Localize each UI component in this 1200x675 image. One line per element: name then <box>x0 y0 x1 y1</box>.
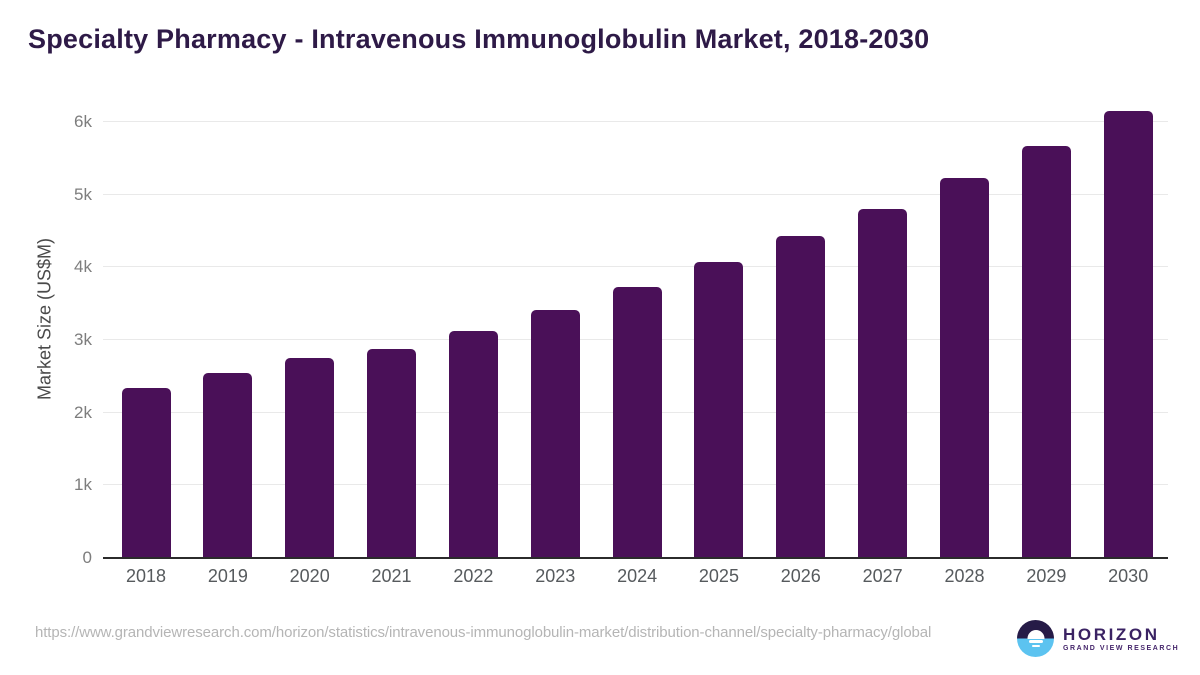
bar-2020 <box>285 357 335 557</box>
x-tick-label-2019: 2019 <box>207 566 248 586</box>
logo-brand-subtitle: GRAND VIEW RESEARCH <box>1063 644 1180 652</box>
logo-text: HORIZON GRAND VIEW RESEARCH <box>1063 625 1179 653</box>
source-url: https://www.grandviewresearch.com/horizo… <box>35 624 932 641</box>
gridline-4k <box>103 266 1168 268</box>
bar-2023 <box>530 309 580 557</box>
x-tick-label-2030: 2030 <box>1108 566 1149 586</box>
x-tick-label-2028: 2028 <box>944 566 985 586</box>
y-tick-label-6k: 6k <box>74 111 92 131</box>
y-tick-label-4k: 4k <box>74 257 92 277</box>
y-tick-label-0: 0 <box>82 548 92 567</box>
x-tick-label-2026: 2026 <box>780 566 821 586</box>
gridline-6k <box>103 120 1168 122</box>
bar-2030 <box>1103 110 1153 557</box>
y-tick-label-2k: 2k <box>74 402 92 422</box>
bar-2021 <box>367 349 417 557</box>
gridline-5k <box>103 193 1168 195</box>
sun-reflection-line <box>1028 640 1043 643</box>
x-tick-label-2018: 2018 <box>125 566 167 586</box>
y-tick-label-1k: 1k <box>74 475 92 495</box>
sun-icon <box>1027 630 1044 639</box>
x-axis-line <box>103 557 1168 559</box>
bar-2029 <box>1021 145 1071 557</box>
horizon-logo-icon <box>1017 620 1054 657</box>
y-tick-label-5k: 5k <box>74 184 92 204</box>
x-tick-label-2025: 2025 <box>698 566 739 586</box>
bar-2025 <box>694 261 744 557</box>
bar-2019 <box>203 373 253 557</box>
x-tick-label-2020: 2020 <box>289 566 330 586</box>
x-tick-label-2021: 2021 <box>371 566 412 586</box>
y-tick-label-3k: 3k <box>74 329 92 349</box>
bar-2022 <box>448 330 498 557</box>
x-tick-label-2024: 2024 <box>617 566 658 586</box>
logo-brand-name: HORIZON <box>1063 624 1160 644</box>
horizon-logo: HORIZON GRAND VIEW RESEARCH <box>1017 620 1179 657</box>
sun-reflection-line <box>1031 645 1040 648</box>
bar-2027 <box>858 208 908 557</box>
bar-2028 <box>940 177 989 557</box>
x-tick-label-2029: 2029 <box>1026 566 1067 586</box>
bar-2024 <box>612 287 662 557</box>
x-tick-label-2023: 2023 <box>535 566 576 586</box>
x-tick-label-2027: 2027 <box>862 566 903 586</box>
x-tick-label-2022: 2022 <box>453 566 494 586</box>
bar-2026 <box>776 236 826 557</box>
chart-title: Specialty Pharmacy - Intravenous Immunog… <box>28 24 930 54</box>
bar-2018 <box>121 387 171 557</box>
